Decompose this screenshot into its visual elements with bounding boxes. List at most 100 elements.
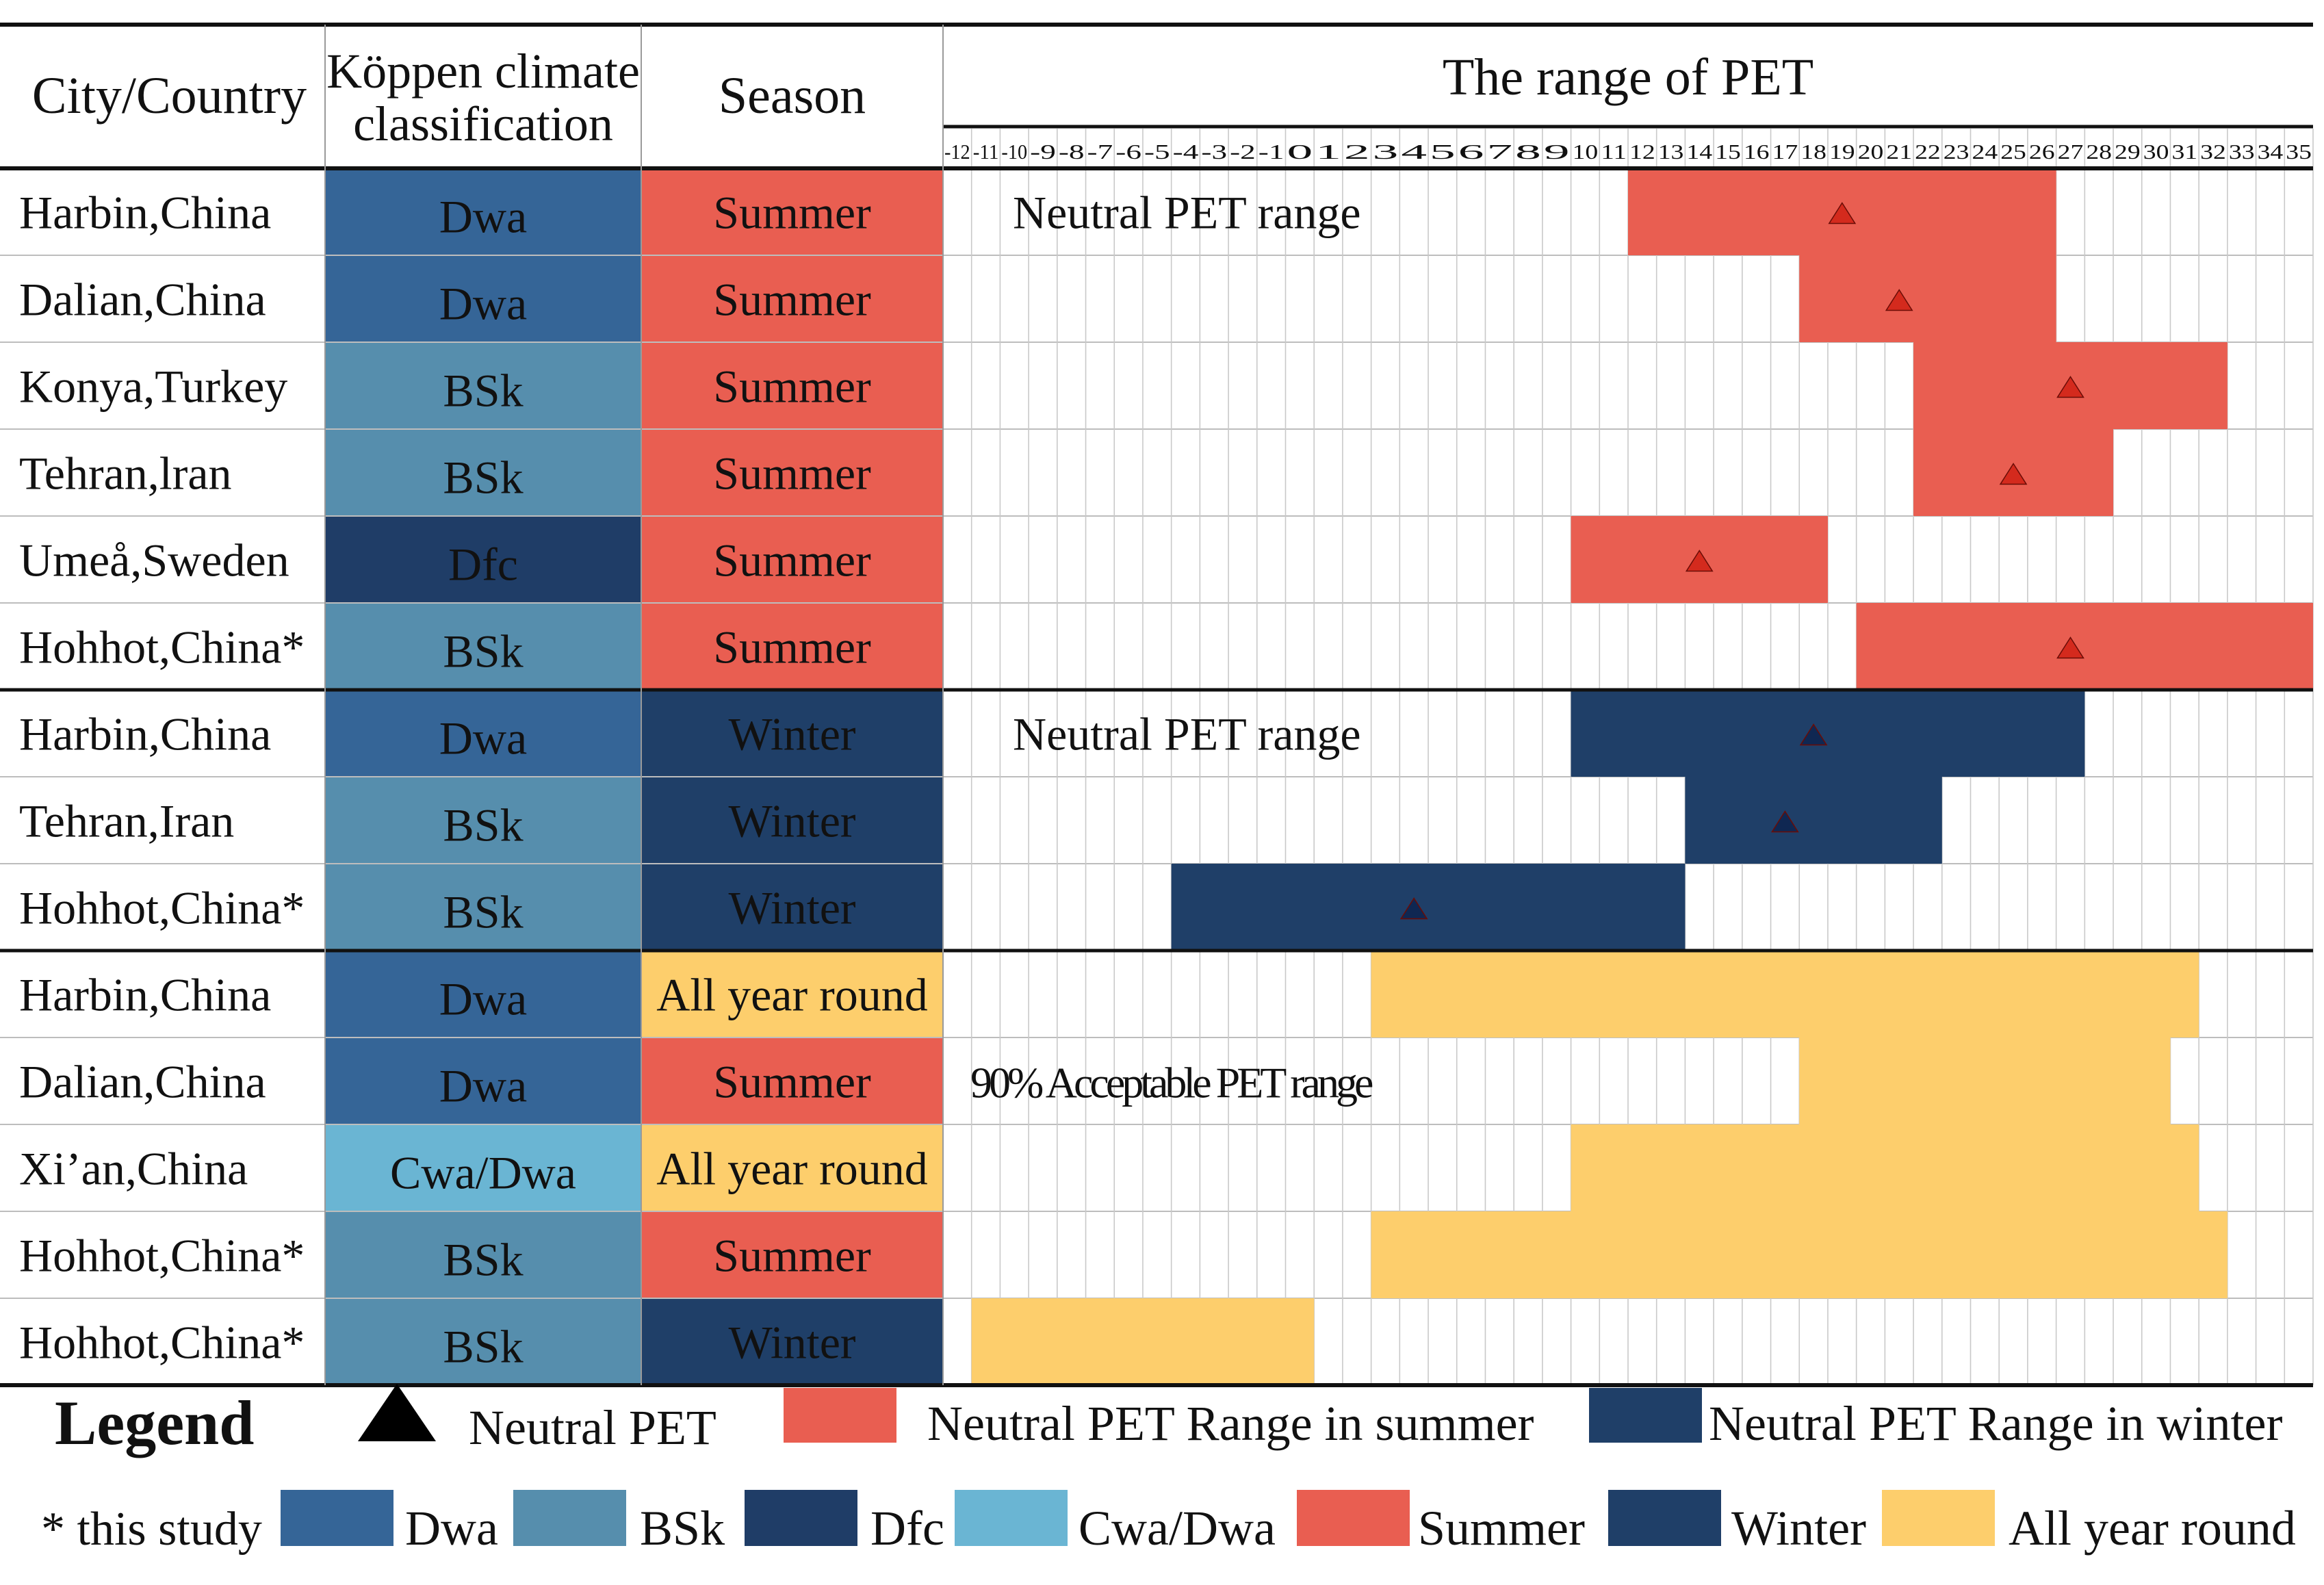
tick-label: 0 bbox=[1287, 140, 1313, 164]
season-cell bbox=[641, 1124, 943, 1211]
koppen-label: BSk bbox=[443, 365, 523, 417]
koppen-label: Dwa bbox=[439, 1060, 527, 1112]
tick-label: 3 bbox=[1373, 140, 1399, 164]
koppen-cell bbox=[325, 342, 641, 429]
neutral-markers bbox=[1399, 202, 2084, 920]
koppen-cell bbox=[325, 777, 641, 864]
city-label: Umeå,Sweden bbox=[19, 534, 289, 587]
range-bar bbox=[1799, 255, 2056, 342]
tick-label: 23 bbox=[1944, 140, 1970, 164]
tick-label: 29 bbox=[2115, 140, 2141, 164]
city-label: Tehran,lran bbox=[19, 448, 232, 500]
koppen-label: BSk bbox=[443, 1234, 523, 1286]
legend-label: Neutral PET Range in winter bbox=[1709, 1396, 2283, 1451]
tick-label: -11 bbox=[973, 140, 999, 164]
season-label: Summer bbox=[713, 274, 871, 326]
koppen-cell bbox=[325, 255, 641, 342]
city-label: Harbin,China bbox=[19, 969, 271, 1021]
koppen-label: Dwa bbox=[439, 191, 527, 243]
legend-swatch bbox=[955, 1490, 1068, 1546]
range-bar bbox=[1799, 1038, 2171, 1124]
header-koppen-line1: Köppen climate bbox=[326, 44, 640, 99]
season-label: Summer bbox=[713, 187, 871, 239]
koppen-cell bbox=[325, 951, 641, 1038]
legend-label: BSk bbox=[640, 1501, 725, 1556]
season-cell bbox=[641, 777, 943, 864]
season-label: Summer bbox=[713, 1230, 871, 1282]
tick-label: -9 bbox=[1030, 140, 1056, 164]
koppen-label: BSk bbox=[443, 1321, 523, 1373]
season-label: Winter bbox=[728, 882, 855, 934]
koppen-cell bbox=[325, 1298, 641, 1385]
city-label: Harbin,China bbox=[19, 708, 271, 760]
legend-label: Cwa/Dwa bbox=[1079, 1501, 1276, 1556]
koppen-cell bbox=[325, 429, 641, 516]
city-label: Harbin,China bbox=[19, 187, 271, 239]
season-label: Summer bbox=[713, 361, 871, 413]
season-cell bbox=[641, 168, 943, 255]
tick-label: -8 bbox=[1059, 140, 1085, 164]
neutral-pet-marker bbox=[2056, 376, 2084, 398]
legend-title: Legend bbox=[55, 1388, 254, 1458]
table-rules bbox=[0, 23, 2313, 1387]
legend-note: * this study bbox=[41, 1503, 262, 1556]
tick-label: 18 bbox=[1800, 140, 1826, 164]
koppen-cell bbox=[325, 516, 641, 603]
tick-label: 26 bbox=[2029, 140, 2055, 164]
tick-label: 16 bbox=[1744, 140, 1770, 164]
tick-label: 35 bbox=[2286, 140, 2312, 164]
city-label: Hohhot,China* bbox=[19, 621, 305, 673]
koppen-cell bbox=[325, 168, 641, 255]
season-cell bbox=[641, 429, 943, 516]
tick-label: -7 bbox=[1087, 140, 1113, 164]
koppen-label: BSk bbox=[443, 452, 523, 504]
neutral-pet-marker bbox=[1771, 810, 1799, 833]
season-label: Winter bbox=[728, 708, 855, 760]
range-bar bbox=[1571, 1124, 2199, 1211]
legend-swatch bbox=[784, 1388, 896, 1443]
season-label: Winter bbox=[728, 795, 855, 847]
legend-swatch bbox=[745, 1490, 857, 1546]
tick-label: 2 bbox=[1344, 140, 1370, 164]
season-cell bbox=[641, 951, 943, 1038]
range-bar bbox=[1856, 603, 2313, 690]
neutral-pet-marker bbox=[1399, 897, 1428, 920]
koppen-label: BSk bbox=[443, 886, 523, 938]
tick-label: 7 bbox=[1486, 140, 1512, 164]
tick-label: 21 bbox=[1886, 140, 1912, 164]
tick-label: 33 bbox=[2229, 140, 2255, 164]
season-cell bbox=[641, 864, 943, 951]
range-bar bbox=[1371, 1211, 2228, 1298]
tick-label: 12 bbox=[1629, 140, 1655, 164]
tick-label: 30 bbox=[2143, 140, 2169, 164]
season-label: Summer bbox=[713, 534, 871, 587]
cell-backgrounds bbox=[325, 168, 943, 1385]
tick-label: 25 bbox=[2000, 140, 2026, 164]
city-label: Dalian,China bbox=[19, 274, 266, 326]
range-bar bbox=[1171, 864, 1686, 951]
tick-label: 20 bbox=[1858, 140, 1884, 164]
tick-label: 17 bbox=[1772, 140, 1798, 164]
season-cell bbox=[641, 342, 943, 429]
tick-label: -10 bbox=[1001, 140, 1027, 164]
legend-swatch bbox=[513, 1490, 626, 1546]
season-label: Winter bbox=[728, 1317, 855, 1369]
tick-label: 8 bbox=[1515, 140, 1541, 164]
tick-label: 9 bbox=[1544, 140, 1570, 164]
season-label: Summer bbox=[713, 448, 871, 500]
season-label: Summer bbox=[713, 1056, 871, 1108]
tick-label: 6 bbox=[1458, 140, 1484, 164]
koppen-cell bbox=[325, 603, 641, 690]
koppen-label: Dwa bbox=[439, 278, 527, 330]
tick-label: -3 bbox=[1201, 140, 1227, 164]
city-label: Tehran,Iran bbox=[19, 795, 234, 847]
tick-label: -6 bbox=[1115, 140, 1141, 164]
tick-label: 5 bbox=[1430, 140, 1456, 164]
legend-swatch bbox=[1589, 1388, 1702, 1443]
season-cell bbox=[641, 516, 943, 603]
legend-label: Neutral PET Range in summer bbox=[927, 1396, 1534, 1451]
range-bar bbox=[1371, 951, 2199, 1038]
city-label: Hohhot,China* bbox=[19, 1317, 305, 1369]
koppen-label: Cwa/Dwa bbox=[390, 1147, 576, 1199]
